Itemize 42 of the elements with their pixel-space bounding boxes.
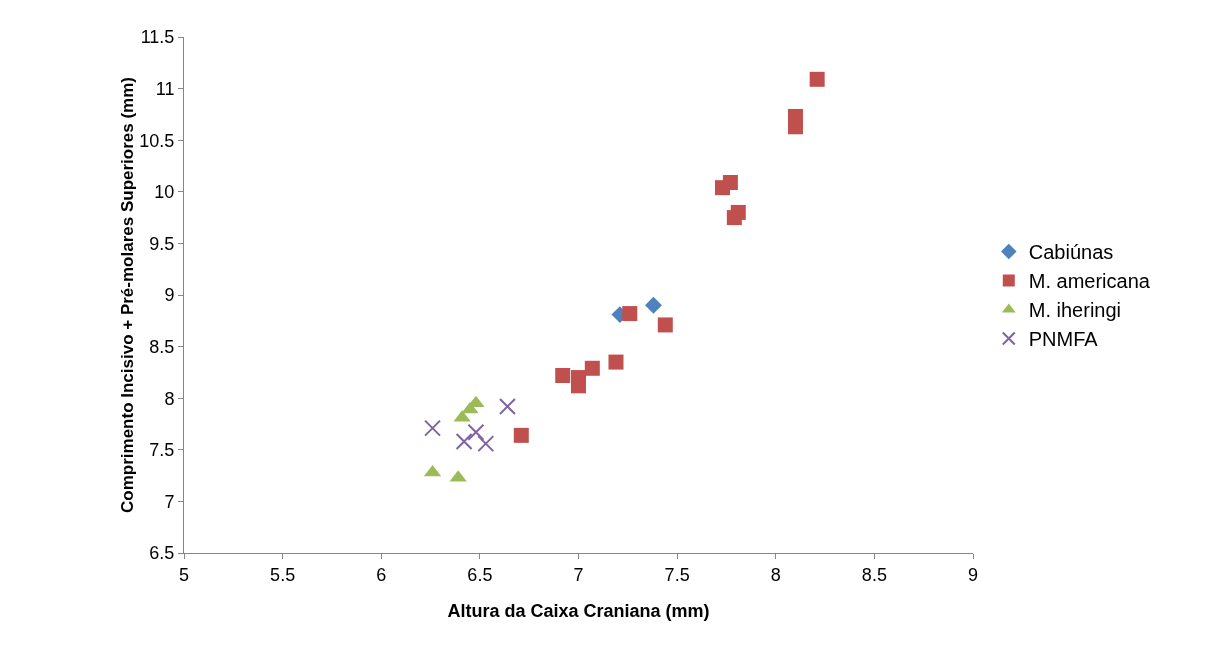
y-tick-label: 8	[164, 388, 175, 409]
point	[584, 360, 600, 376]
x-tick-label: 7.5	[664, 564, 690, 585]
point	[622, 306, 638, 322]
y-tick-label: 6.5	[149, 543, 175, 564]
y-axis-title: Comprimento Incisivo + Pré-molares Superiores (mm)	[118, 77, 138, 513]
point	[645, 296, 662, 314]
y-tick-label: 10	[154, 182, 175, 203]
point	[555, 368, 571, 383]
point	[467, 423, 485, 441]
point	[657, 317, 673, 333]
point	[726, 210, 742, 226]
legend-label: M. americana	[1028, 270, 1151, 293]
x-tick-label: 5	[178, 564, 190, 585]
x-tick-label: 5.5	[270, 564, 296, 585]
y-tick-label: 9	[164, 285, 175, 306]
point	[809, 71, 825, 87]
x-tick-label: 6	[376, 564, 387, 585]
y-tick-label: 10.5	[139, 130, 175, 151]
legend-label: Cabiúnas	[1028, 241, 1114, 264]
x-tick-label: 7	[573, 564, 584, 585]
point	[787, 119, 803, 135]
x-tick-label: 8.5	[861, 564, 887, 585]
y-tick-label: 11.5	[140, 27, 175, 48]
point	[722, 175, 738, 191]
x-tick-label: 9	[967, 564, 979, 585]
point	[424, 419, 442, 437]
x-axis-title: Altura da Caixa Craniana (mm)	[447, 601, 710, 621]
point	[455, 433, 473, 451]
y-tick-label: 9.5	[149, 233, 175, 254]
legend-label: M. iheringi	[1028, 299, 1122, 322]
point	[477, 435, 495, 453]
x-tick-label: 8	[770, 564, 781, 585]
y-tick-label: 11	[155, 78, 175, 99]
x-tick-label: 6.5	[467, 564, 493, 585]
y-tick-label: 8.5	[149, 336, 175, 357]
point	[513, 427, 529, 443]
y-tick-label: 7	[164, 491, 175, 512]
y-tick-label: 7.5	[149, 440, 175, 461]
point	[498, 397, 516, 415]
legend-label: PNMFA	[1028, 328, 1099, 351]
point	[608, 354, 624, 370]
